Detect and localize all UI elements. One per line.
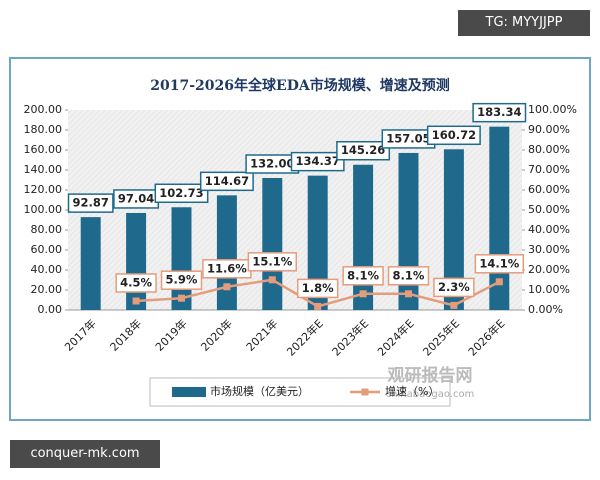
bar <box>443 149 464 310</box>
data-label-box <box>472 102 527 123</box>
data-label: 8.1% <box>347 268 379 282</box>
data-label: 145.26 <box>341 143 385 157</box>
y2-tick-label: 70.00% <box>528 163 570 176</box>
footer-label: conquer-mk.com <box>10 440 160 468</box>
data-label-box <box>387 266 430 286</box>
data-label: 183.34 <box>477 105 521 119</box>
chart-title: 2017-2026年全球EDA市场规模、增速及预测 <box>150 77 449 94</box>
data-label-box <box>67 193 114 213</box>
y2-tick-label: 50.00% <box>528 203 570 216</box>
y-tick-label: 120.00 <box>24 183 63 196</box>
y2-tick-label: 80.00% <box>528 143 570 156</box>
data-label: 11.6% <box>207 261 247 275</box>
y-tick-label: 160.00 <box>24 143 63 156</box>
data-label-box <box>199 171 254 192</box>
legend-swatch <box>172 387 206 397</box>
data-label: 114.67 <box>205 174 249 188</box>
line-marker <box>450 301 458 309</box>
bar <box>171 207 192 310</box>
y-tick-label: 0.00 <box>38 303 63 316</box>
y2-tick-label: 90.00% <box>528 123 570 136</box>
data-label: 97.04 <box>118 191 154 205</box>
data-label-box <box>290 151 345 172</box>
y-tick-label: 20.00 <box>31 283 63 296</box>
bar <box>262 178 283 310</box>
legend-label: 增速（%） <box>385 384 439 398</box>
data-label-box <box>115 273 157 293</box>
y2-tick-label: 100.00% <box>528 103 577 116</box>
data-label: 15.1% <box>252 254 292 268</box>
data-label-box <box>474 254 525 274</box>
data-label-box <box>160 270 203 290</box>
line-marker <box>314 302 322 310</box>
y-tick-label: 40.00 <box>31 263 63 276</box>
data-label: 134.37 <box>296 154 340 168</box>
data-label: 1.8% <box>302 281 334 295</box>
data-label-box <box>296 278 339 299</box>
data-label: 92.87 <box>73 196 109 210</box>
data-label: 2.3% <box>438 280 470 294</box>
line-marker <box>178 294 185 302</box>
data-label-box <box>247 252 298 272</box>
y2-tick-label: 0.00% <box>528 303 563 316</box>
bar <box>126 212 147 310</box>
bar <box>353 164 374 310</box>
data-label: 102.73 <box>159 186 203 200</box>
data-label-box <box>426 125 481 146</box>
legend-label: 市场规模（亿美元） <box>210 384 309 398</box>
watermark-name: 观研报告网 <box>387 365 473 386</box>
y2-tick-label: 10.00% <box>528 283 570 296</box>
legend-swatch <box>361 388 369 396</box>
data-label: 4.5% <box>120 276 152 290</box>
y-tick-label: 80.00 <box>31 223 63 236</box>
watermark-site: chinabaogao.com <box>386 389 475 400</box>
y2-tick-label: 30.00% <box>528 243 570 256</box>
bar <box>80 217 101 310</box>
data-label: 14.1% <box>479 256 519 270</box>
data-label: 160.72 <box>432 128 476 142</box>
line-marker <box>223 283 231 291</box>
bar <box>216 195 237 310</box>
y-tick-label: 200.00 <box>24 103 63 116</box>
y2-tick-label: 20.00% <box>528 263 570 276</box>
y-tick-label: 180.00 <box>24 123 63 136</box>
data-label: 132.00 <box>250 157 294 171</box>
data-label-box <box>342 266 384 286</box>
y-tick-label: 60.00 <box>31 243 63 256</box>
y-tick-label: 100.00 <box>24 203 63 216</box>
data-label-box <box>336 140 391 161</box>
line-marker <box>268 276 276 284</box>
line-marker <box>359 290 367 298</box>
data-label-box <box>154 183 209 204</box>
data-label: 8.1% <box>393 268 425 282</box>
bar <box>307 175 328 310</box>
line-marker <box>495 278 503 286</box>
data-label: 5.9% <box>166 273 198 287</box>
bar <box>398 152 419 310</box>
line-marker <box>132 297 140 305</box>
data-label-box <box>433 277 475 298</box>
tag-label: TG: MYYJJPP <box>458 10 590 36</box>
y2-tick-label: 40.00% <box>528 223 570 236</box>
y2-tick-label: 60.00% <box>528 183 570 196</box>
line-marker <box>405 290 412 298</box>
y-tick-label: 140.00 <box>24 163 63 176</box>
data-label: 157.05 <box>386 131 430 145</box>
